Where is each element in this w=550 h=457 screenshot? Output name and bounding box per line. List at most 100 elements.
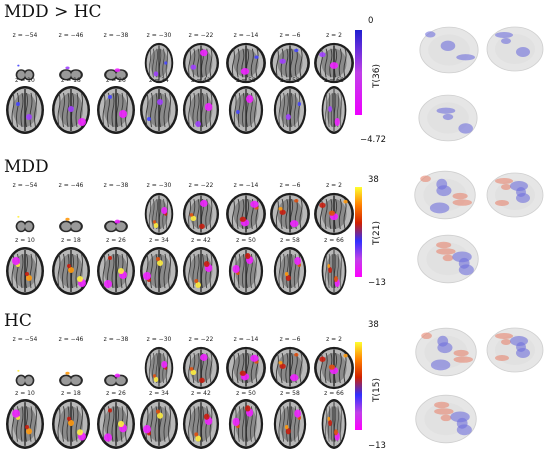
slice-z-label: z = −46 bbox=[58, 336, 84, 343]
brain-slice bbox=[273, 398, 307, 454]
brain-slice bbox=[228, 246, 264, 300]
brain-slice bbox=[182, 246, 220, 300]
brain-slice bbox=[57, 366, 85, 394]
slice-z-label: z = 42 bbox=[191, 237, 211, 244]
panel-mdd-gt-hc: MDD > HC z = −54 z = −46 z = −38 z = −30 z =… bbox=[0, 0, 550, 150]
brain-slice bbox=[313, 42, 355, 88]
brain-slice bbox=[102, 366, 130, 394]
slice-z-label: z = 2 bbox=[326, 182, 342, 189]
brain-slice bbox=[269, 42, 311, 88]
brain-slice bbox=[182, 346, 220, 394]
brain-slice bbox=[269, 346, 311, 394]
slice-z-label: z = 58 bbox=[280, 77, 300, 84]
brain-slice bbox=[228, 85, 264, 139]
brain-slice bbox=[182, 398, 220, 454]
glass-brain-render bbox=[412, 392, 480, 450]
colorbar-min-label: −13 bbox=[368, 441, 386, 451]
brain-slice bbox=[139, 246, 179, 300]
slice-z-label: z = −6 bbox=[279, 182, 301, 189]
colorbar-unit-label: T(36) bbox=[372, 64, 382, 88]
slice-z-label: z = 2 bbox=[326, 336, 342, 343]
slice-z-label: z = 34 bbox=[149, 390, 169, 397]
brain-slice bbox=[96, 398, 136, 454]
slice-z-label: z = 50 bbox=[236, 237, 256, 244]
brain-slice bbox=[57, 61, 85, 88]
brain-slice bbox=[269, 192, 311, 240]
slice-z-label: z = 66 bbox=[324, 237, 344, 244]
brain-slice bbox=[313, 192, 355, 240]
slice-z-label: z = −14 bbox=[233, 182, 259, 189]
brain-slice bbox=[14, 212, 36, 240]
brain-slice bbox=[313, 346, 355, 394]
brain-slice bbox=[57, 212, 85, 240]
slice-z-label: z = 42 bbox=[191, 390, 211, 397]
slice-z-label: z = −6 bbox=[279, 336, 301, 343]
brain-slice bbox=[182, 42, 220, 88]
brain-slice bbox=[182, 85, 220, 139]
colorbar-min-label: −13 bbox=[368, 278, 386, 288]
slice-z-label: z = 26 bbox=[106, 77, 126, 84]
slice-z-label: z = 34 bbox=[149, 237, 169, 244]
brain-slice bbox=[144, 346, 174, 394]
glass-brain-render bbox=[412, 325, 480, 383]
slice-z-label: z = 26 bbox=[106, 237, 126, 244]
brain-slice bbox=[5, 246, 45, 300]
slice-z-label: z = −22 bbox=[188, 336, 214, 343]
colorbar-min-label: −4.72 bbox=[360, 135, 387, 145]
slice-z-label: z = 10 bbox=[15, 77, 35, 84]
brain-slice bbox=[273, 85, 307, 139]
brain-slice bbox=[225, 346, 267, 394]
glass-brain-render bbox=[485, 325, 545, 379]
slice-z-label: z = −14 bbox=[233, 32, 259, 39]
slice-z-label: z = 2 bbox=[326, 32, 342, 39]
brain-slice bbox=[5, 398, 45, 454]
brain-slice bbox=[139, 398, 179, 454]
colorbar-unit-label: T(15) bbox=[372, 378, 382, 402]
colorbar bbox=[355, 30, 362, 115]
brain-slice bbox=[273, 246, 307, 300]
slice-z-label: z = −22 bbox=[188, 182, 214, 189]
panel-hc: HC z = −54 z = −46 z = −38 z = −30 z = −22 z … bbox=[0, 300, 550, 457]
slice-z-label: z = −46 bbox=[58, 182, 84, 189]
brain-slice bbox=[228, 398, 264, 454]
brain-slice bbox=[96, 85, 136, 139]
brain-slice bbox=[5, 85, 45, 139]
slice-z-label: z = −14 bbox=[233, 336, 259, 343]
slice-z-label: z = 50 bbox=[236, 77, 256, 84]
glass-brain-render bbox=[485, 170, 545, 224]
brain-slice bbox=[51, 398, 91, 454]
brain-slice bbox=[139, 85, 179, 139]
slice-z-label: z = −46 bbox=[58, 32, 84, 39]
colorbar-max-label: 38 bbox=[368, 175, 379, 185]
brain-slice bbox=[102, 212, 130, 240]
colorbar bbox=[355, 187, 362, 277]
brain-slice bbox=[144, 42, 174, 88]
colorbar-max-label: 38 bbox=[368, 320, 379, 330]
brain-slice bbox=[14, 366, 36, 394]
colorbar-max-label: 0 bbox=[368, 16, 374, 26]
slice-z-label: z = 50 bbox=[236, 390, 256, 397]
glass-brain-render bbox=[412, 168, 478, 226]
slice-z-label: z = −30 bbox=[146, 32, 172, 39]
panel-title: MDD > HC bbox=[4, 2, 102, 22]
slice-z-label: z = 26 bbox=[106, 390, 126, 397]
brain-slice bbox=[321, 85, 347, 139]
slice-z-label: z = 18 bbox=[61, 237, 81, 244]
brain-slice bbox=[321, 398, 347, 454]
brain-slice bbox=[14, 61, 36, 88]
brain-slice bbox=[51, 246, 91, 300]
brain-slice bbox=[96, 246, 136, 300]
brain-slice bbox=[225, 42, 267, 88]
glass-brain-render bbox=[485, 24, 545, 78]
slice-z-label: z = −22 bbox=[188, 32, 214, 39]
slice-z-label: z = 58 bbox=[280, 237, 300, 244]
slice-z-label: z = −38 bbox=[103, 336, 129, 343]
slice-z-label: z = 66 bbox=[324, 390, 344, 397]
brain-slice bbox=[321, 246, 347, 300]
slice-z-label: z = −54 bbox=[12, 336, 38, 343]
slice-z-label: z = −6 bbox=[279, 32, 301, 39]
slice-z-label: z = −30 bbox=[146, 336, 172, 343]
slice-z-label: z = −54 bbox=[12, 182, 38, 189]
brain-slice bbox=[182, 192, 220, 240]
